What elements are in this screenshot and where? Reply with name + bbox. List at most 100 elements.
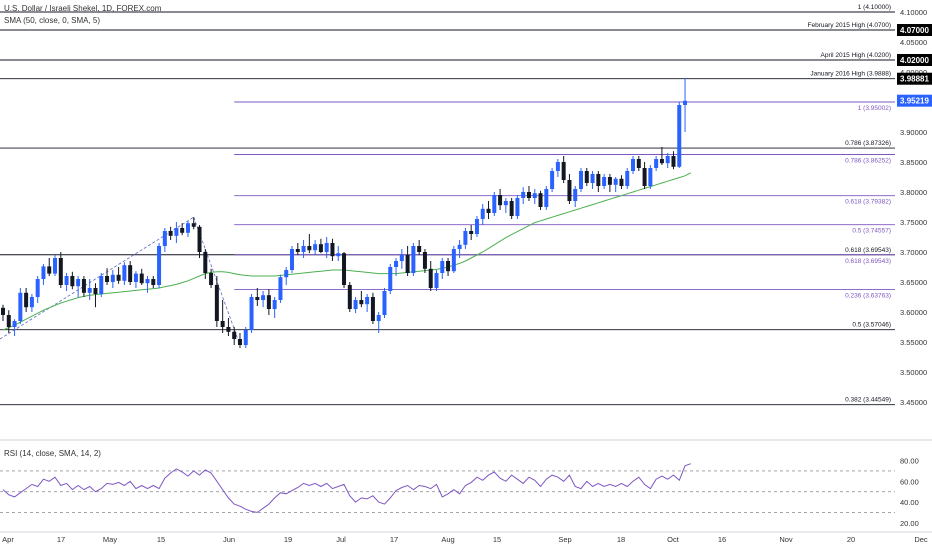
price-tick-label: 3.55000: [900, 338, 927, 347]
time-tick-label: 17: [390, 535, 398, 544]
rsi-tick-label: 60.00: [900, 477, 919, 486]
candle-down: [47, 266, 52, 274]
candle-down: [584, 171, 589, 183]
level-label: 0.786 (3.87326): [845, 140, 891, 147]
candle-up: [654, 159, 659, 168]
candle-up: [613, 178, 618, 185]
candle-up: [631, 159, 636, 171]
level-label: January 2016 High (3.9888): [810, 71, 891, 78]
candle-up: [665, 156, 670, 164]
candle-up: [399, 255, 404, 261]
candle-up: [145, 279, 150, 284]
candle-down: [168, 231, 173, 236]
candle-up: [353, 300, 358, 309]
fib-level-label: 0.618 (3.79382): [845, 199, 891, 206]
price-tick-label: 4.00000: [900, 68, 927, 77]
candle-down: [538, 193, 543, 207]
rsi-tick-label: 80.00: [900, 457, 919, 466]
candle-down: [203, 252, 208, 273]
candle-down: [642, 168, 647, 186]
candle-up: [272, 300, 277, 309]
time-tick-label: 18: [617, 535, 625, 544]
candle-down: [116, 274, 121, 281]
candle-down: [498, 195, 503, 206]
candles-group: [1, 78, 688, 348]
candle-down: [237, 339, 242, 345]
level-label: 0.5 (3.57046): [852, 322, 891, 329]
time-tick-label: Oct: [667, 535, 680, 544]
price-badge: [897, 54, 932, 66]
candle-up: [394, 261, 399, 267]
candle-up: [313, 244, 318, 251]
candle-down: [105, 276, 110, 282]
rsi-tick-label: 40.00: [900, 498, 919, 507]
candle-down: [359, 300, 364, 305]
fib-level-label: 0.5 (3.74557): [852, 228, 891, 235]
time-tick-label: 15: [493, 535, 501, 544]
candle-up: [474, 219, 479, 234]
rsi-legend: RSI (14, close, SMA, 14, 2): [4, 449, 101, 458]
candle-up: [278, 277, 283, 300]
candle-up: [457, 244, 462, 249]
candle-up: [492, 195, 497, 213]
candle-up: [76, 279, 81, 287]
candle-up: [451, 249, 456, 272]
time-tick-label: 20: [847, 535, 855, 544]
sma-line: [2, 172, 692, 331]
candle-down: [255, 297, 260, 300]
candle-down: [486, 208, 491, 213]
candle-up: [110, 274, 115, 282]
price-badge-label: 3.95219: [900, 97, 929, 106]
candle-up: [376, 315, 381, 321]
price-tick-label: 4.05000: [900, 38, 927, 47]
candle-up: [284, 270, 289, 278]
candle-down: [417, 246, 422, 252]
candle-up: [290, 249, 294, 270]
candle-up: [573, 189, 578, 201]
candle-up: [579, 171, 583, 189]
candle-up: [12, 321, 17, 327]
candle-up: [625, 171, 630, 186]
candle-up: [41, 266, 46, 279]
candle-down: [526, 192, 531, 198]
candle-up: [550, 171, 555, 189]
candle-up: [301, 246, 306, 252]
candle-down: [220, 321, 225, 327]
candle-up: [544, 189, 549, 207]
time-tick-label: 17: [57, 535, 65, 544]
candle-down: [81, 279, 86, 293]
candle-up: [648, 168, 653, 186]
price-tick-label: 3.70000: [900, 248, 927, 257]
price-tick-label: 3.75000: [900, 218, 927, 227]
sma-legend: SMA (50, close, 0, SMA, 5): [4, 16, 101, 25]
candle-up: [555, 162, 560, 171]
level-label: 0.382 (3.44549): [845, 397, 891, 404]
candle-down: [509, 201, 514, 216]
symbol-legend: U.S. Dollar / Israeli Shekel, 1D, FOREX.…: [4, 4, 162, 13]
candle-up: [532, 193, 537, 198]
price-badge-label: 4.02000: [900, 56, 929, 65]
candle-up: [411, 246, 416, 273]
candle-up: [122, 265, 127, 281]
time-tick-label: Jun: [223, 535, 235, 544]
candle-up: [683, 100, 688, 105]
candle-down: [6, 315, 11, 327]
candle-down: [318, 244, 323, 252]
time-tick-label: Sep: [558, 535, 571, 544]
candle-down: [93, 288, 98, 294]
time-tick-label: May: [103, 535, 117, 544]
candle-up: [174, 228, 179, 236]
candle-down: [567, 180, 572, 201]
candle-up: [133, 273, 138, 282]
fib-level-label: 0.786 (3.86252): [845, 158, 891, 165]
candle-down: [619, 178, 624, 186]
candle-down: [342, 253, 347, 285]
candle-down: [214, 285, 219, 321]
candle-down: [428, 268, 433, 288]
candle-down: [191, 223, 196, 227]
candle-up: [503, 201, 508, 206]
candle-up: [261, 295, 266, 300]
candle-down: [1, 307, 5, 315]
candle-down: [347, 285, 352, 309]
price-tick-label: 3.90000: [900, 128, 927, 137]
